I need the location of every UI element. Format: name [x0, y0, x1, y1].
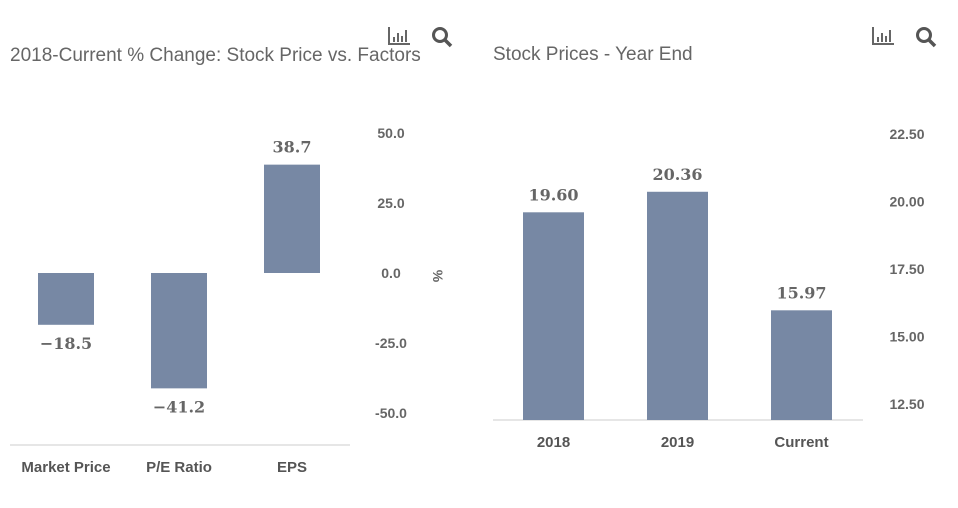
bar-market-price[interactable]: [38, 273, 94, 325]
chart1-title: 2018-Current % Change: Stock Price vs. F…: [10, 45, 421, 66]
y-tick-label: -25.0: [375, 335, 407, 351]
y-tick-label: 17.50: [889, 261, 924, 277]
data-label: −41.2: [153, 397, 205, 416]
data-label: 20.36: [652, 165, 702, 184]
data-label: 38.7: [273, 138, 312, 157]
y-tick-label: 50.0: [377, 125, 404, 141]
category-label: 2019: [661, 434, 694, 451]
bar-chart-icon[interactable]: [387, 26, 411, 46]
y-tick-label: 22.50: [889, 126, 924, 142]
data-label: −18.5: [40, 334, 92, 353]
bar-current[interactable]: [771, 310, 832, 420]
category-label: Current: [774, 434, 828, 451]
search-icon[interactable]: [431, 26, 453, 48]
y-tick-label: 12.50: [889, 396, 924, 412]
category-label: Market Price: [21, 459, 110, 476]
y-tick-label: 20.00: [889, 194, 924, 210]
bar-2018[interactable]: [523, 212, 584, 420]
y-axis-label: %: [430, 270, 446, 283]
y-tick-label: 25.0: [377, 195, 404, 211]
data-label: 15.97: [776, 283, 826, 302]
data-label: 19.60: [528, 185, 578, 204]
category-label: P/E Ratio: [146, 459, 212, 476]
category-label: EPS: [277, 459, 307, 476]
category-label: 2018: [537, 434, 570, 451]
bar-eps[interactable]: [264, 164, 320, 273]
bar-2019[interactable]: [647, 191, 708, 420]
bar-p-e-ratio[interactable]: [151, 273, 207, 389]
y-tick-label: 15.00: [889, 329, 924, 345]
y-tick-label: 0.0: [381, 265, 401, 281]
bar-chart-icon[interactable]: [871, 26, 895, 46]
chart2-title: Stock Prices - Year End: [493, 44, 693, 65]
y-tick-label: -50.0: [375, 405, 407, 421]
search-icon[interactable]: [915, 26, 937, 48]
